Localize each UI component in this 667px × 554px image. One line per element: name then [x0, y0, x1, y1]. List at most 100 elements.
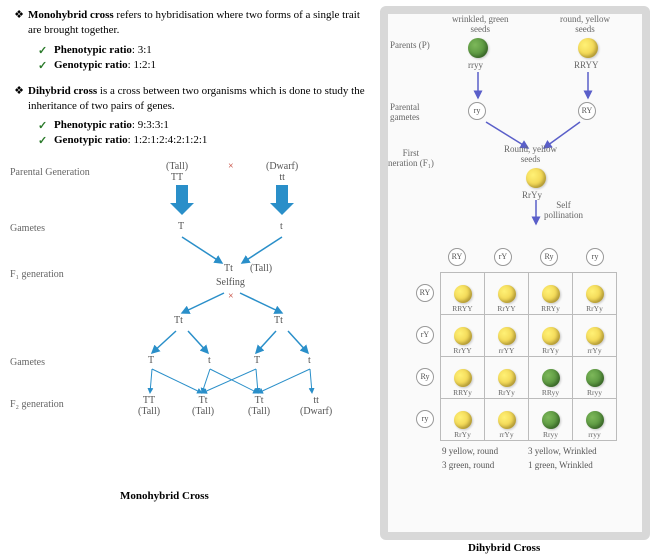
- monohybrid-diagram: Parental Generation Gametes F₁ generatio…: [10, 161, 360, 421]
- di-geno-lbl: Genotypic ratio: [54, 134, 128, 146]
- f2-4: tt (Dwarf): [300, 395, 332, 417]
- di-pheno: ✓ Phenotypic ratio: 9:3:3:1: [38, 119, 376, 132]
- check-icon: ✓: [38, 59, 54, 72]
- p2-seed: [578, 38, 598, 58]
- tt1: Tt: [174, 315, 183, 326]
- gam-ry: ry: [468, 102, 486, 120]
- di-caption: Dihybrid Cross: [468, 542, 540, 554]
- punnett-cell: Rryy: [529, 399, 573, 441]
- g1: T: [178, 221, 184, 232]
- di-pheno-val: : 9:3:3:1: [132, 119, 169, 131]
- punnett-cell: rrYy: [485, 399, 529, 441]
- row-gam-3: ry: [416, 410, 434, 428]
- cross1: ×: [228, 161, 234, 172]
- punnett-cell: RrYy: [485, 357, 529, 399]
- punnett-cell: RRYy: [441, 357, 485, 399]
- gam-RY: RY: [578, 102, 596, 120]
- ga: T: [148, 355, 154, 366]
- p1: (Tall) TT: [166, 161, 188, 183]
- p2-label: round, yellow seeds: [560, 14, 610, 34]
- row-gam-2: Ry: [416, 368, 434, 386]
- sum1: 9 yellow, round: [442, 446, 498, 456]
- check-icon: ✓: [38, 119, 54, 132]
- p1-seed: [468, 38, 488, 58]
- col-gam-1: rY: [494, 248, 512, 266]
- punnett-cell: RRYY: [441, 273, 485, 315]
- self-lbl: Self pollination: [544, 200, 583, 220]
- gd: t: [308, 355, 311, 366]
- mono-geno: ✓ Genotypic ratio: 1:2:1: [38, 59, 376, 72]
- f1-geno: Tt: [224, 263, 233, 274]
- mono-text: Monohybrid cross refers to hybridisation…: [28, 8, 376, 38]
- mono-title: Monohybrid cross: [28, 9, 114, 21]
- punnett-cell: RrYy: [573, 273, 617, 315]
- dihybrid-panel: wrinkled, green seeds round, yellow seed…: [380, 6, 650, 540]
- col-gam-0: RY: [448, 248, 466, 266]
- punnett-cell: RrYy: [441, 399, 485, 441]
- f2-1: TT (Tall): [138, 395, 160, 417]
- f1-pheno: Round, yellow seeds: [504, 144, 557, 164]
- punnett-cell: rrYy: [573, 315, 617, 357]
- selfing: Selfing: [216, 277, 245, 288]
- sum4: 1 green, Wrinkled: [528, 460, 593, 470]
- punnett-cell: Rryy: [573, 357, 617, 399]
- col-gam-2: Ry: [540, 248, 558, 266]
- sum2: 3 yellow, Wrinkled: [528, 446, 597, 456]
- gc: T: [254, 355, 260, 366]
- diamond-bullet-icon: ❖: [10, 84, 28, 114]
- p2: (Dwarf) tt: [266, 161, 298, 183]
- punnett-cell: RRyy: [529, 357, 573, 399]
- mono-pheno-text: Phenotypic ratio: 3:1: [54, 44, 376, 57]
- row-gam-1: rY: [416, 326, 434, 344]
- di-bullet: ❖ Dihybrid cross is a cross between two …: [10, 84, 376, 114]
- di-geno-text: Genotypic ratio: 1:2:1:2:4:2:1:2:1: [54, 134, 376, 147]
- punnett-cell: rrYY: [485, 315, 529, 357]
- page-root: ❖ Monohybrid cross refers to hybridisati…: [0, 0, 667, 540]
- mono-geno-text: Genotypic ratio: 1:2:1: [54, 59, 376, 72]
- f1-seed: [526, 168, 546, 188]
- f1-lbl: First neration (F₁): [388, 148, 434, 168]
- row-f1: F₁ generation: [10, 269, 64, 280]
- p2-geno: RRYY: [574, 60, 599, 70]
- row-gam-0: RY: [416, 284, 434, 302]
- di-pheno-text: Phenotypic ratio: 9:3:3:1: [54, 119, 376, 132]
- p1-geno: rryy: [468, 60, 483, 70]
- di-text: Dihybrid cross is a cross between two or…: [28, 84, 376, 114]
- check-icon: ✓: [38, 44, 54, 57]
- punnett-cell: RrYy: [529, 315, 573, 357]
- f2-3: Tt (Tall): [248, 395, 270, 417]
- gb: t: [208, 355, 211, 366]
- parents-lbl: Parents (P): [390, 40, 430, 50]
- mono-bullet: ❖ Monohybrid cross refers to hybridisati…: [10, 8, 376, 38]
- mono-pheno: ✓ Phenotypic ratio: 3:1: [38, 44, 376, 57]
- row-parental: Parental Generation: [10, 167, 90, 178]
- punnett-cell: rryy: [573, 399, 617, 441]
- left-column: ❖ Monohybrid cross refers to hybridisati…: [0, 0, 380, 540]
- cross2: ×: [228, 291, 234, 302]
- mono-pheno-val: : 3:1: [132, 44, 152, 56]
- row-gametes: Gametes: [10, 223, 45, 234]
- di-geno-val: : 1:2:1:2:4:2:1:2:1: [128, 134, 208, 146]
- punnett-square: RRYYRrYYRRYyRrYyRrYYrrYYRrYyrrYyRRYyRrYy…: [440, 272, 617, 441]
- sum3: 3 green, round: [442, 460, 494, 470]
- g2: t: [280, 221, 283, 232]
- par-gam-lbl: Parental gametes: [390, 102, 420, 122]
- p1-label: wrinkled, green seeds: [452, 14, 508, 34]
- punnett-cell: RrYY: [485, 273, 529, 315]
- di-geno: ✓ Genotypic ratio: 1:2:1:2:4:2:1:2:1: [38, 134, 376, 147]
- mono-caption: Monohybrid Cross: [120, 490, 209, 502]
- f1-pheno: (Tall): [250, 263, 272, 274]
- row-f2: F₂ generation: [10, 399, 64, 410]
- mono-pheno-lbl: Phenotypic ratio: [54, 44, 132, 56]
- di-title: Dihybrid cross: [28, 85, 97, 97]
- mono-geno-lbl: Genotypic ratio: [54, 59, 128, 71]
- col-gam-3: ry: [586, 248, 604, 266]
- f1-geno: RrYy: [522, 190, 542, 200]
- diamond-bullet-icon: ❖: [10, 8, 28, 38]
- mono-geno-val: : 1:2:1: [128, 59, 156, 71]
- row-gametes2: Gametes: [10, 357, 45, 368]
- f2-2: Tt (Tall): [192, 395, 214, 417]
- tt2: Tt: [274, 315, 283, 326]
- mono-arrows: [10, 161, 360, 421]
- di-pheno-lbl: Phenotypic ratio: [54, 119, 132, 131]
